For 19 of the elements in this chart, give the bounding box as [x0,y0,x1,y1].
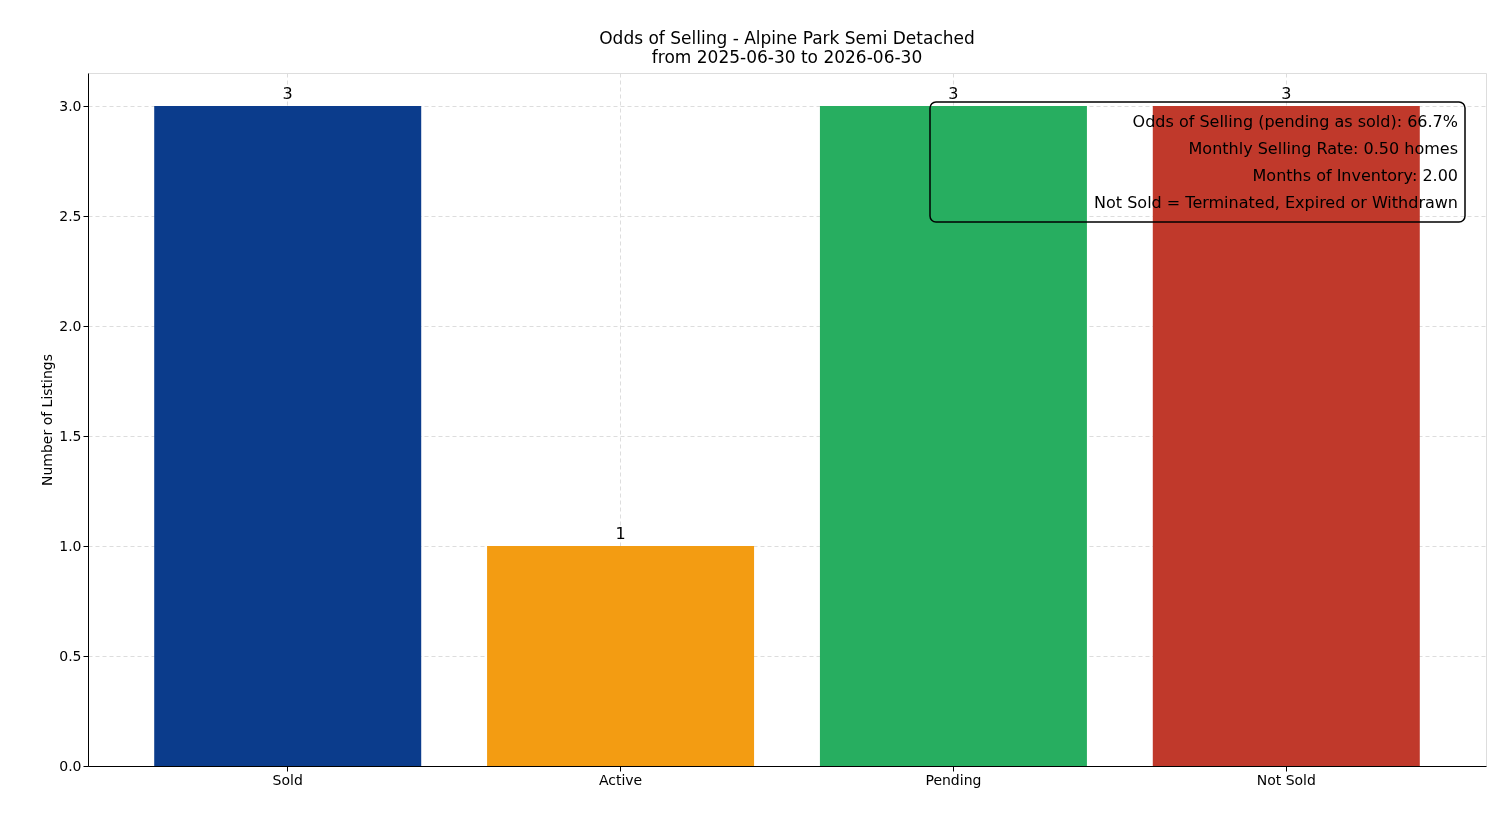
data-label: 3 [948,84,959,103]
x-tick-label: Sold [272,771,303,788]
x-tick-label: Not Sold [1256,771,1316,788]
x-tick-label: Active [598,771,643,788]
y-axis-title: Number of Listings [39,353,56,487]
y-tick-label: 2.0 [59,317,82,334]
y-tick-label: 1.5 [59,427,82,444]
chart-subtitle: from 2025-06-30 to 2026-06-30 [651,47,923,67]
y-tick-label: 0.5 [59,647,82,664]
x-tick-label: Pending [925,771,982,788]
annotation: Months of Inventory: 2.00 [1252,166,1458,185]
chart-title: Odds of Selling - Alpine Park Semi Detached [599,28,975,48]
data-label: 3 [282,84,293,103]
data-label: 1 [615,524,626,543]
data-label: 3 [1281,84,1292,103]
y-tick-label: 3.0 [59,97,82,114]
y-tick-label: 2.5 [59,207,82,224]
y-tick-label: 1.0 [59,537,82,554]
y-tick-label: 0.0 [59,757,82,774]
